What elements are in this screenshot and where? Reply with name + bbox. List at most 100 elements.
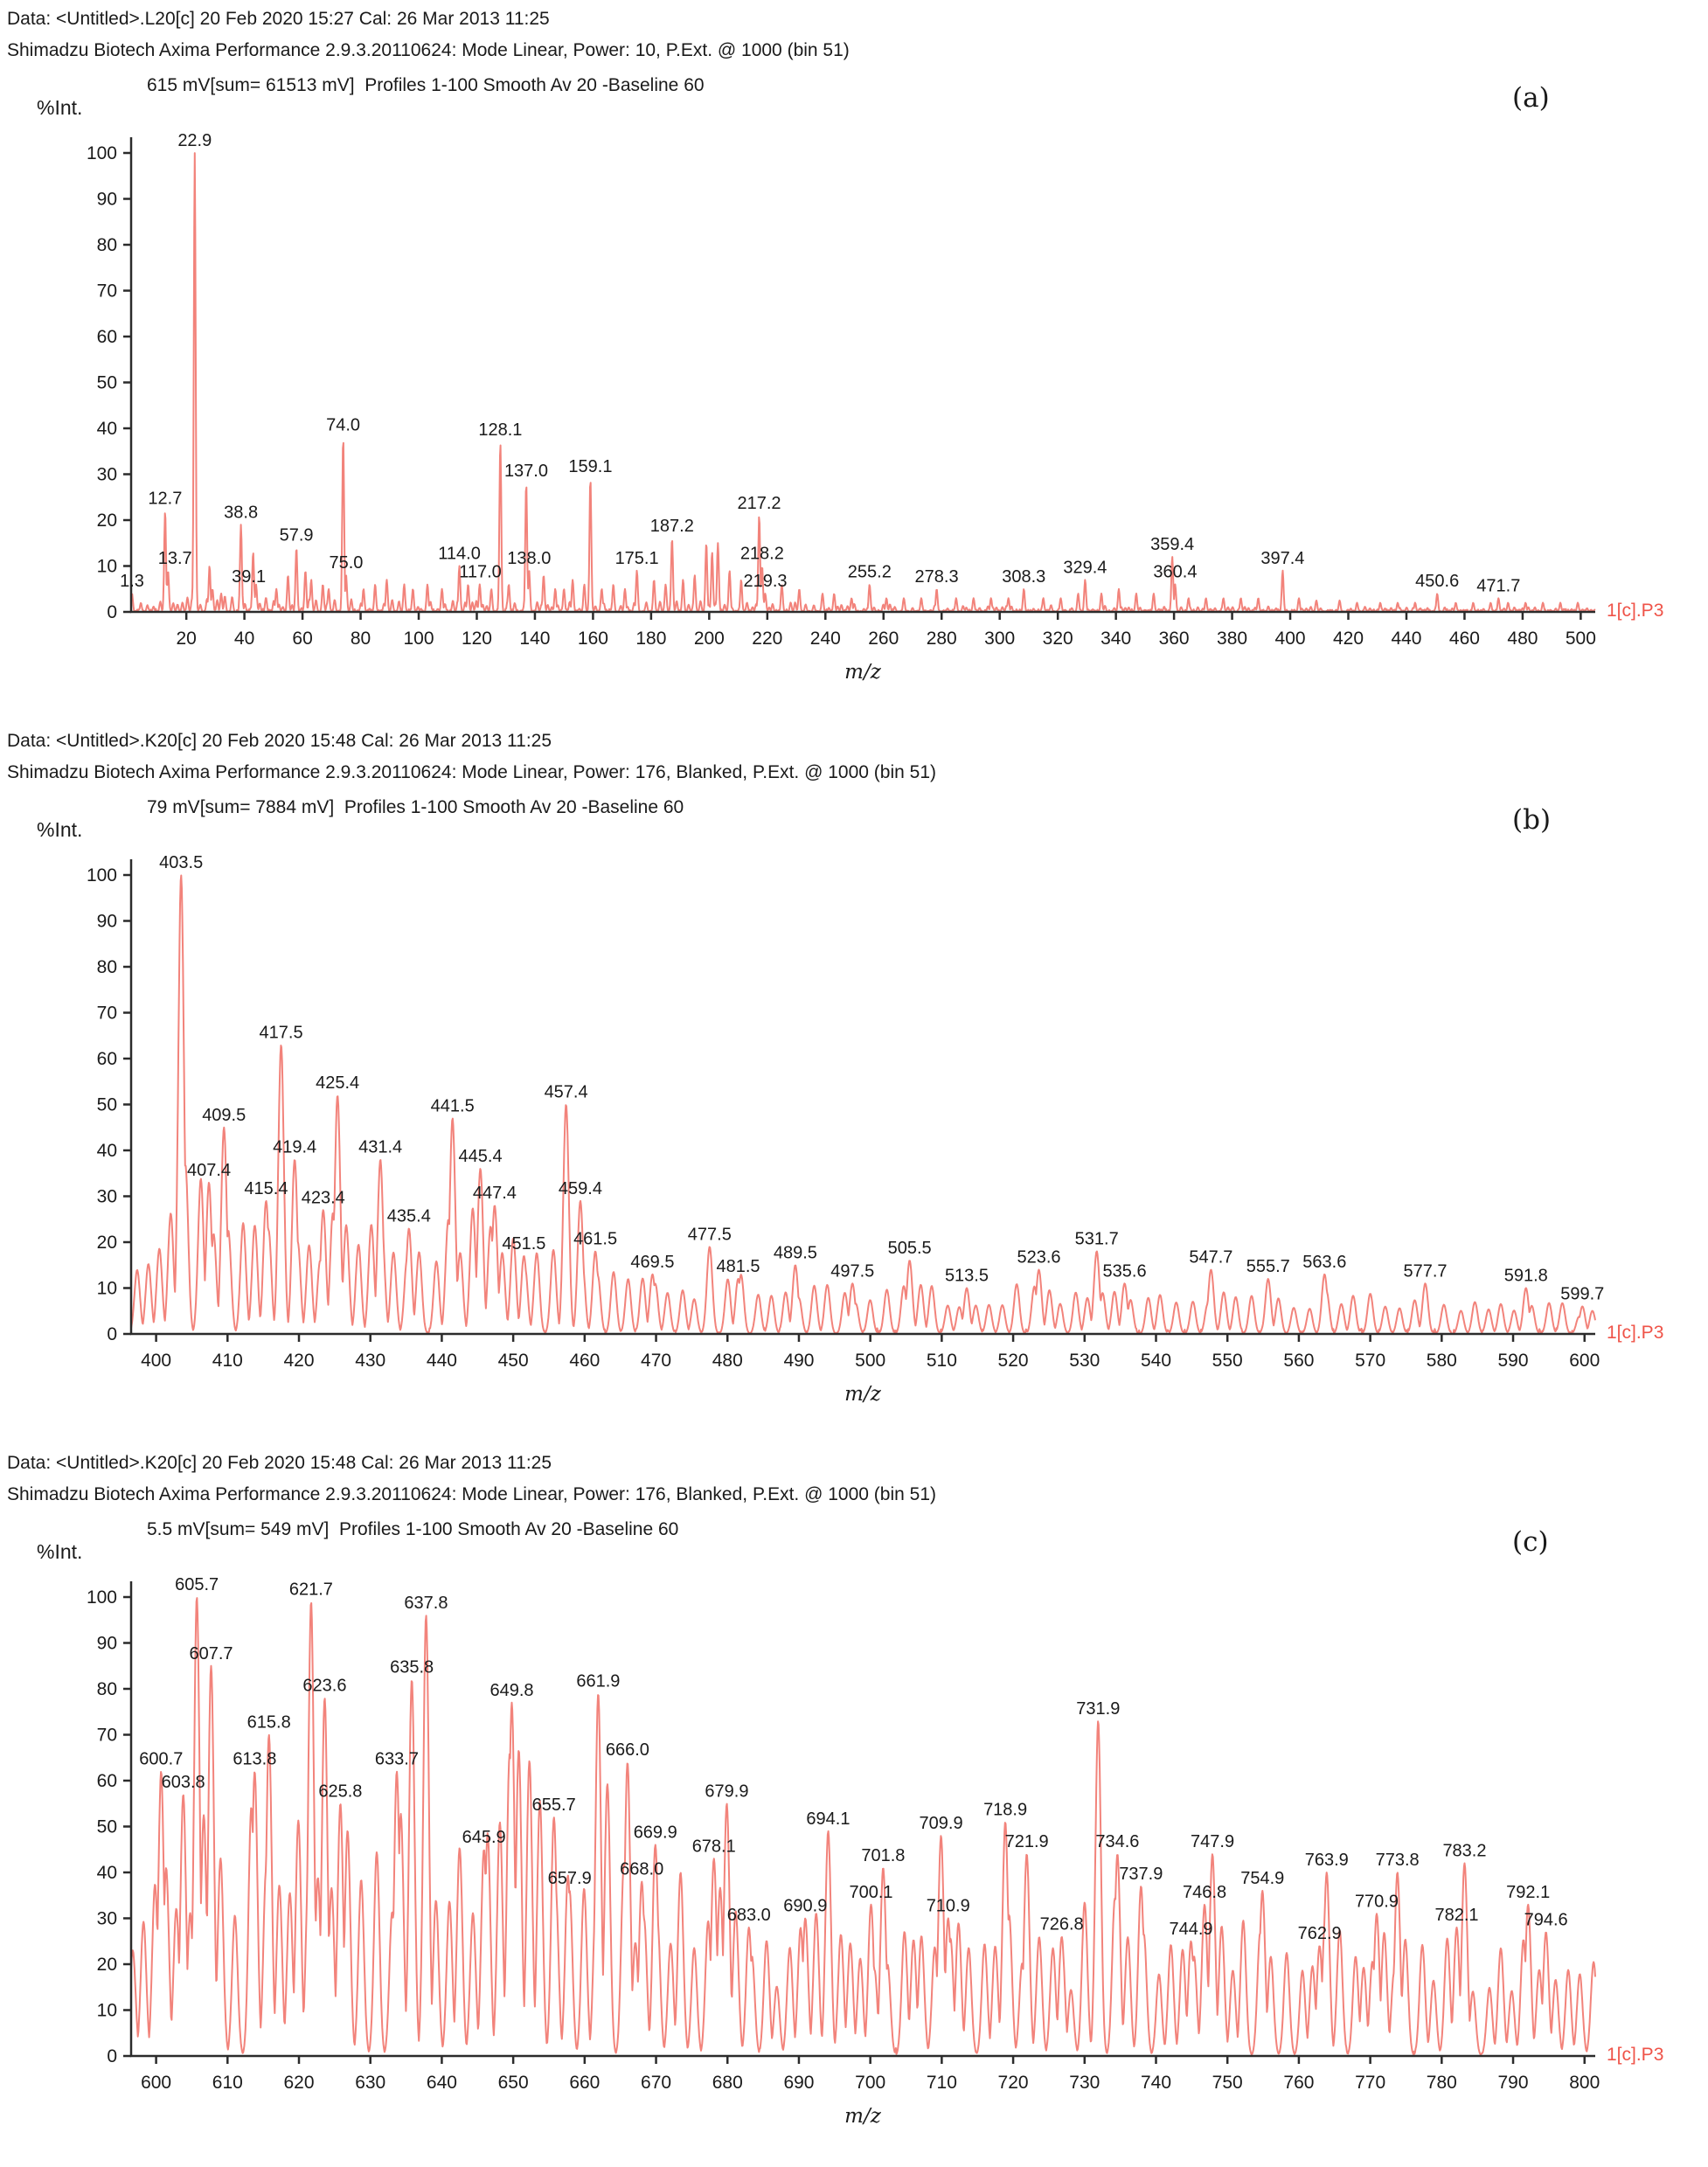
y-tick-label: 70 <box>97 281 117 302</box>
y-tick-label: 30 <box>97 465 117 485</box>
y-axis-title: %Int. <box>37 818 83 841</box>
peak-label: 407.4 <box>187 1161 231 1180</box>
peak-label: 710.9 <box>927 1897 970 1916</box>
y-axis-title: %Int. <box>37 1540 83 1563</box>
peak-label: 621.7 <box>289 1580 333 1599</box>
peak-label: 217.2 <box>737 494 781 513</box>
acquisition-header: 79 mV[sum= 7884 mV] Profiles 1-100 Smoot… <box>147 797 684 817</box>
spectrum-trace <box>130 874 1596 1335</box>
peak-label: 218.2 <box>740 545 784 564</box>
y-tick-label: 0 <box>107 1324 117 1344</box>
peak-label: 12.7 <box>148 490 182 509</box>
x-tick-label: 550 <box>1212 1351 1243 1371</box>
y-tick-label: 40 <box>97 1863 117 1883</box>
peak-label: 469.5 <box>630 1253 674 1272</box>
x-tick-label: 630 <box>355 2073 385 2093</box>
y-tick-label: 0 <box>107 602 117 622</box>
data-file-header: Data: <Untitled>.K20[c] 20 Feb 2020 15:4… <box>7 731 552 751</box>
x-tick-label: 420 <box>283 1351 314 1371</box>
trace-label: 1[c].P3 <box>1607 601 1664 621</box>
x-tick-label: 100 <box>403 629 434 649</box>
x-tick-label: 740 <box>1141 2073 1171 2093</box>
peak-label: 734.6 <box>1095 1832 1139 1851</box>
mass-spectrum-chart: 0 10 20 30 40 50 60 70 80 90 100 20 40 60 80 100 120 140 1… <box>87 131 1596 649</box>
y-tick-label: 100 <box>87 1587 117 1608</box>
peak-label: 329.4 <box>1063 558 1107 577</box>
x-tick-label: 440 <box>427 1351 457 1371</box>
acquisition-header: 615 mV[sum= 61513 mV] Profiles 1-100 Smo… <box>147 75 705 95</box>
x-tick-label: 600 <box>141 2073 171 2093</box>
peak-label: 709.9 <box>920 1814 963 1833</box>
peak-label: 603.8 <box>162 1773 205 1792</box>
y-axis-title: %Int. <box>37 96 83 119</box>
peak-label: 679.9 <box>705 1782 748 1801</box>
peak-label: 505.5 <box>888 1239 932 1258</box>
y-tick-label: 0 <box>107 2046 117 2066</box>
y-tick-label: 60 <box>97 1049 117 1069</box>
peak-label: 255.2 <box>848 563 892 582</box>
y-tick-label: 20 <box>97 1233 117 1253</box>
x-tick-label: 380 <box>1217 629 1247 649</box>
x-tick-label: 320 <box>1043 629 1073 649</box>
x-tick-label: 530 <box>1069 1351 1100 1371</box>
x-tick-label: 470 <box>641 1351 671 1371</box>
x-tick-label: 670 <box>641 2073 671 2093</box>
peak-label: 360.4 <box>1153 563 1197 582</box>
peak-label: 114.0 <box>438 545 481 564</box>
y-tick-label: 50 <box>97 373 117 393</box>
x-tick-label: 640 <box>427 2073 457 2093</box>
peak-label: 481.5 <box>716 1257 760 1276</box>
spectrum-panel-a: Data: <Untitled>.L20[c] 20 Feb 2020 15:2… <box>0 0 1708 722</box>
peak-label: 792.1 <box>1506 1883 1550 1902</box>
peak-label: 531.7 <box>1075 1230 1119 1249</box>
y-tick-label: 70 <box>97 1726 117 1746</box>
x-tick-label: 610 <box>212 2073 243 2093</box>
y-tick-label: 10 <box>97 1279 117 1299</box>
x-tick-label: 730 <box>1069 2073 1100 2093</box>
y-tick-label: 20 <box>97 510 117 531</box>
x-tick-label: 710 <box>927 2073 957 2093</box>
x-tick-label: 570 <box>1355 1351 1385 1371</box>
mass-spectrum-chart: 0 10 20 30 40 50 60 70 80 90 100 600 610 620 630 640 650… <box>87 1575 1600 2093</box>
x-tick-label: 410 <box>212 1351 243 1371</box>
peak-label: 457.4 <box>545 1083 588 1102</box>
peak-label: 359.4 <box>1150 535 1194 554</box>
x-axis-title: m/z <box>844 661 881 684</box>
peak-label: 477.5 <box>688 1225 732 1244</box>
peak-label: 731.9 <box>1076 1699 1120 1719</box>
x-tick-label: 450 <box>498 1351 529 1371</box>
data-file-header: Data: <Untitled>.L20[c] 20 Feb 2020 15:2… <box>7 9 550 29</box>
x-tick-label: 480 <box>1507 629 1538 649</box>
peak-label: 747.9 <box>1191 1832 1234 1851</box>
peak-label: 425.4 <box>316 1073 359 1093</box>
y-tick-label: 30 <box>97 1187 117 1207</box>
y-tick-label: 20 <box>97 1955 117 1975</box>
instrument-header: Shimadzu Biotech Axima Performance 2.9.3… <box>7 40 850 60</box>
x-tick-label: 580 <box>1427 1351 1457 1371</box>
x-tick-label: 360 <box>1159 629 1190 649</box>
peak-label: 117.0 <box>459 563 502 582</box>
x-tick-label: 180 <box>635 629 666 649</box>
peak-label: 535.6 <box>1103 1261 1147 1281</box>
peak-label: 403.5 <box>159 853 203 872</box>
spectrum-panel-b: Data: <Untitled>.K20[c] 20 Feb 2020 15:4… <box>0 722 1708 1444</box>
peak-label: 75.0 <box>329 553 363 573</box>
x-tick-label: 750 <box>1212 2073 1243 2093</box>
y-tick-label: 80 <box>97 957 117 977</box>
peak-label: 718.9 <box>983 1800 1027 1819</box>
x-tick-label: 520 <box>998 1351 1029 1371</box>
peak-label: 423.4 <box>302 1188 345 1207</box>
peak-label: 782.1 <box>1434 1906 1478 1925</box>
acquisition-header: 5.5 mV[sum= 549 mV] Profiles 1-100 Smoot… <box>147 1519 679 1539</box>
x-tick-label: 510 <box>927 1351 957 1371</box>
x-tick-label: 140 <box>519 629 550 649</box>
peak-label: 744.9 <box>1170 1920 1213 1939</box>
peak-label: 690.9 <box>783 1897 827 1916</box>
peak-label: 497.5 <box>830 1261 874 1281</box>
peak-label: 459.4 <box>559 1179 602 1198</box>
peak-label: 138.0 <box>507 549 551 568</box>
peak-label: 445.4 <box>459 1147 503 1166</box>
peak-label: 615.8 <box>247 1713 291 1733</box>
y-tick-label: 30 <box>97 1909 117 1929</box>
peak-label: 783.2 <box>1442 1842 1486 1861</box>
